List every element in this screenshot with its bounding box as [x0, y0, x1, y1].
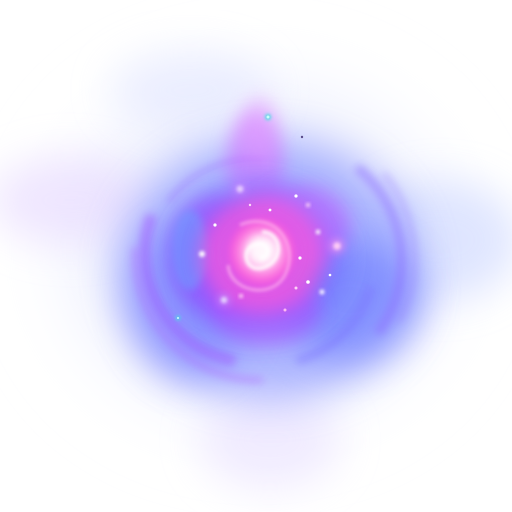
magenta-core [200, 197, 324, 313]
sparkles [175, 114, 344, 321]
swirl-arcs [131, 156, 418, 384]
